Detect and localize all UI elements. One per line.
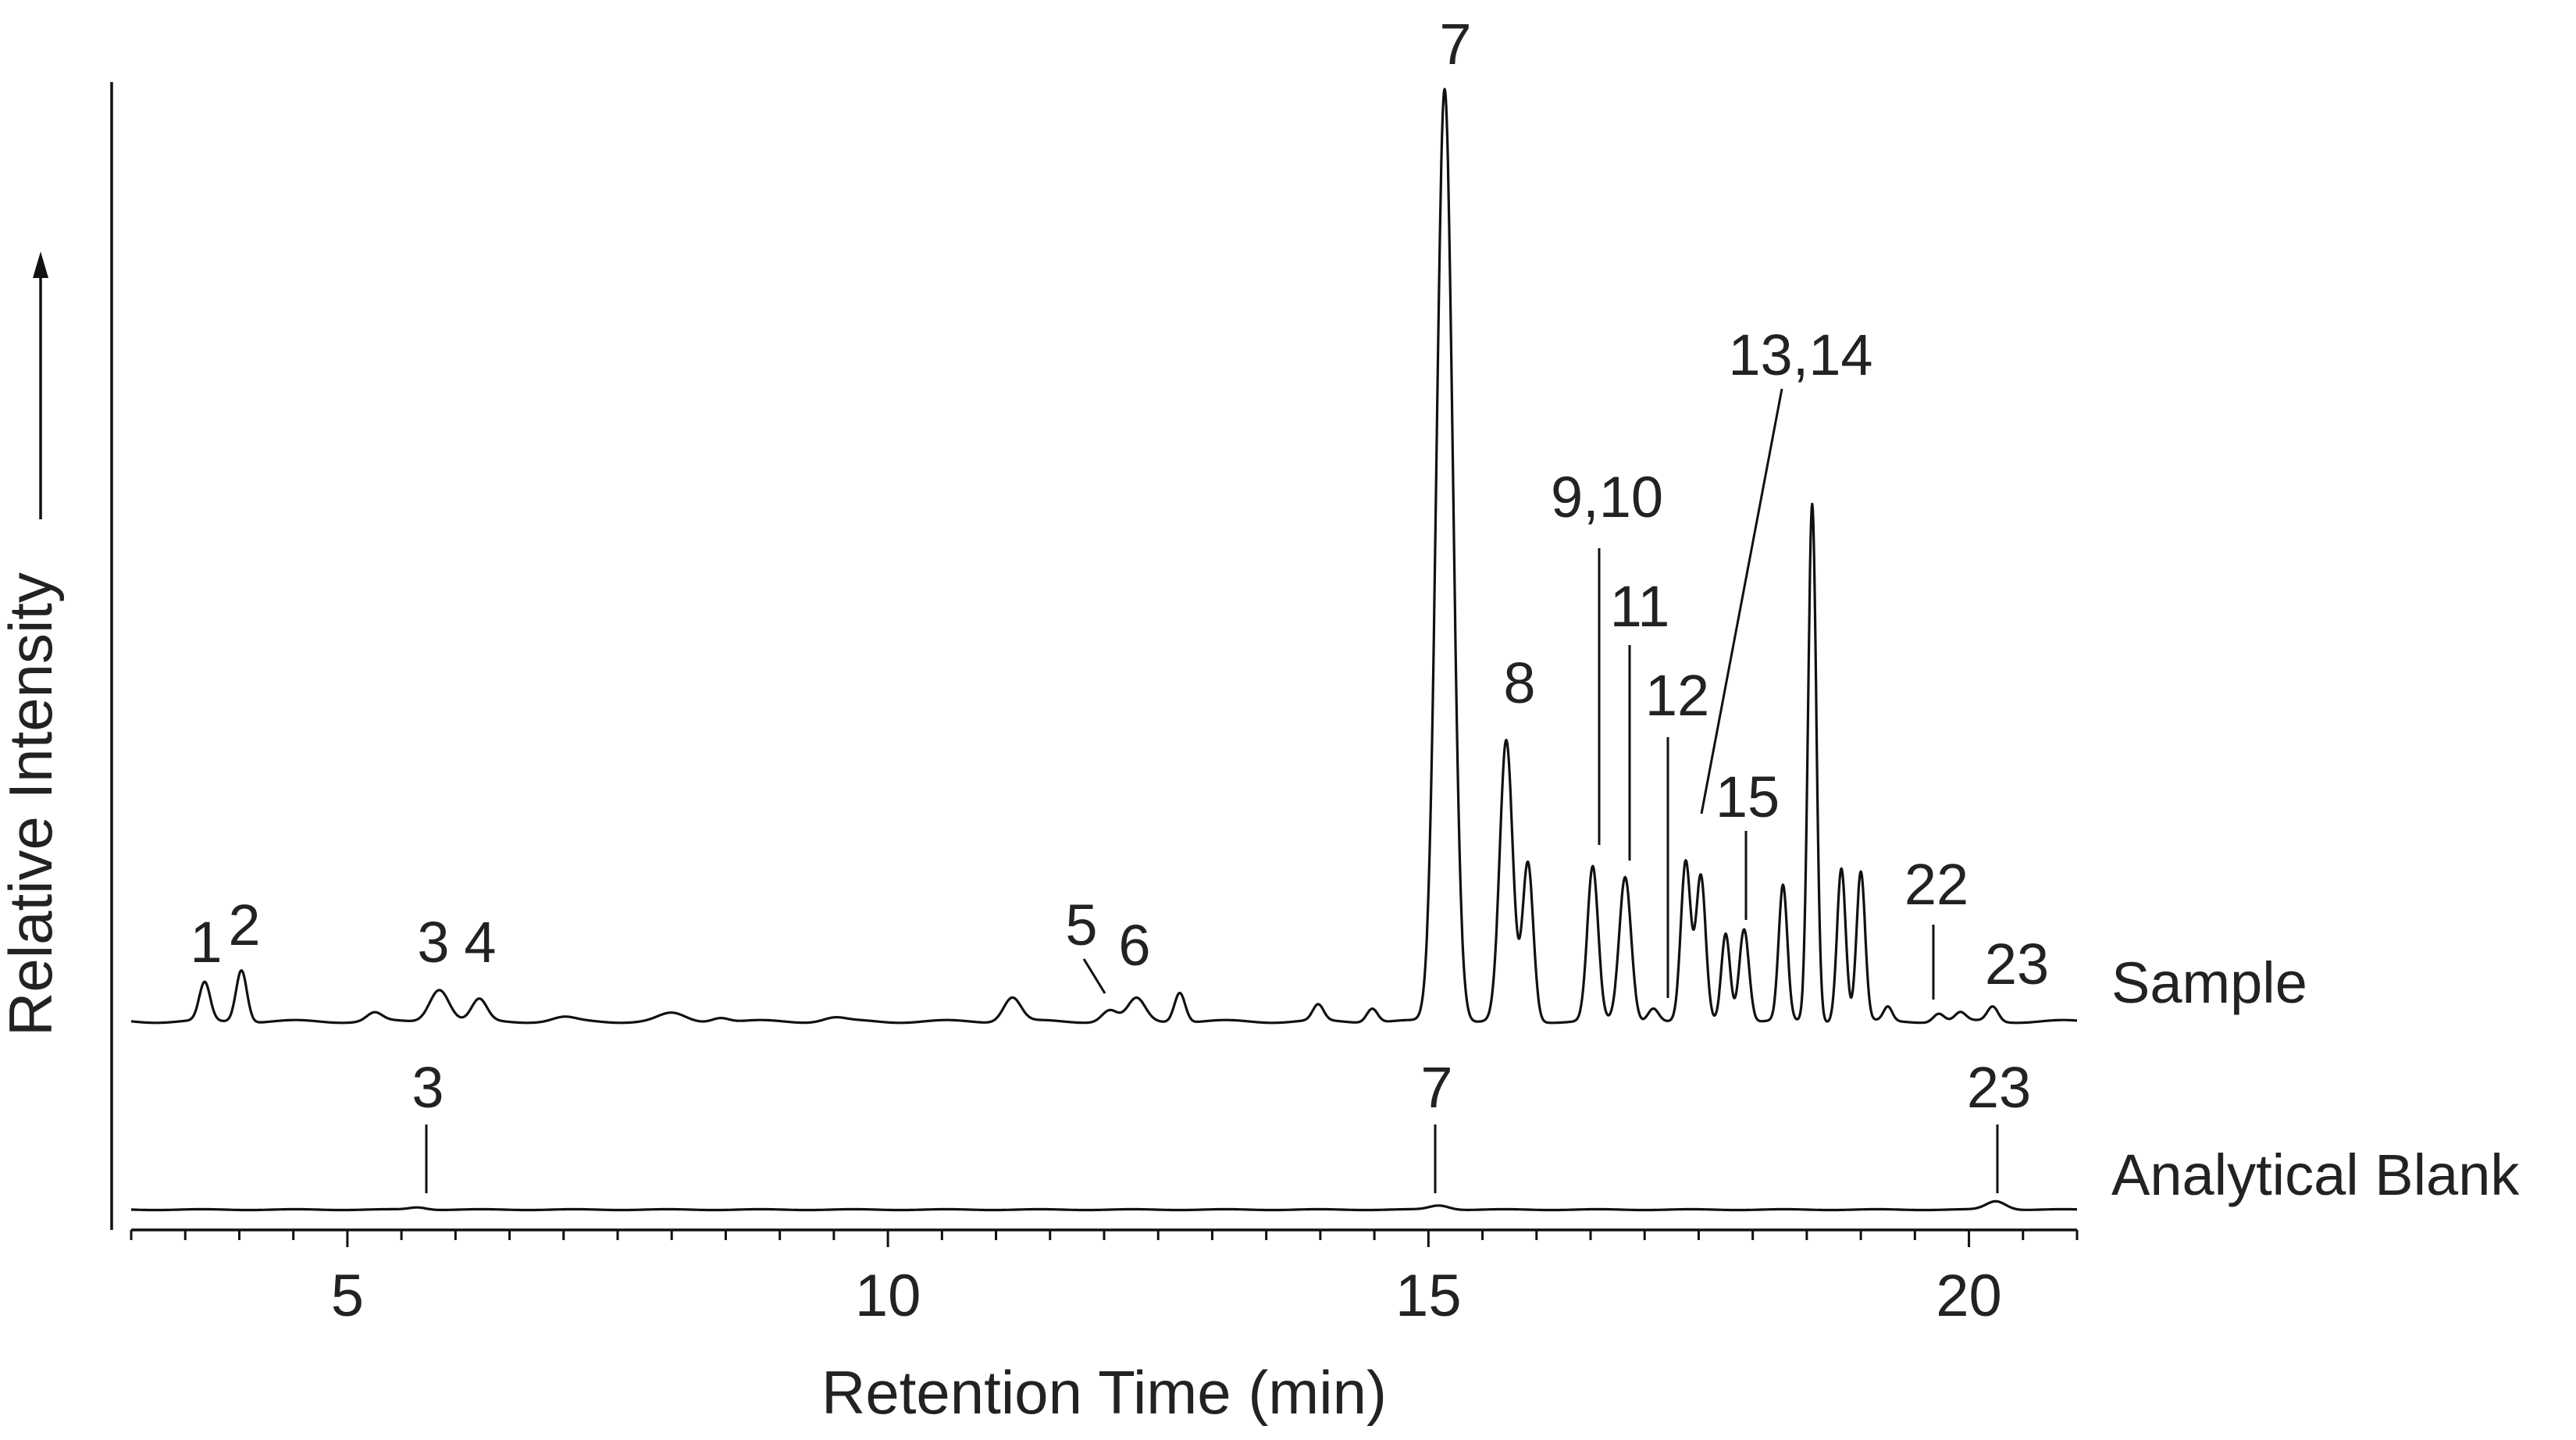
- sample-trace: [130, 87, 2078, 1025]
- peak-label-1: 1: [190, 910, 222, 975]
- peak-label-2: 2: [228, 893, 260, 957]
- peak-label-7: 7: [1439, 12, 1471, 77]
- peak-label-6: 6: [1118, 913, 1150, 978]
- series-label-sample: Sample: [2111, 950, 2307, 1015]
- peak-label-8: 8: [1503, 650, 1535, 715]
- blank-peak-label-23: 23: [1967, 1055, 2031, 1120]
- x-tick-label: 15: [1395, 1263, 1462, 1329]
- blank-trace: [130, 1199, 2078, 1212]
- x-axis-label: Retention Time (min): [821, 1358, 1387, 1427]
- peak-label-15: 15: [1716, 765, 1780, 829]
- peak-label-23: 23: [1985, 932, 2049, 996]
- x-tick-label: 20: [1936, 1263, 2002, 1329]
- y-axis-label: Relative Intensity: [0, 572, 65, 1036]
- peak-label-3: 3: [417, 910, 449, 975]
- peak-label-12: 12: [1645, 663, 1709, 728]
- peak-label-9-10: 9,10: [1551, 465, 1663, 529]
- x-tick-label: 10: [855, 1263, 921, 1329]
- series-label-blank: Analytical Blank: [2111, 1142, 2520, 1207]
- blank-peak-label-7: 7: [1420, 1055, 1452, 1120]
- peak-label-11: 11: [1610, 574, 1670, 639]
- x-axis-tick-labels: 5 10 15 20: [331, 1263, 2002, 1329]
- leader-13-14: [1700, 388, 1783, 814]
- x-tick-label: 5: [331, 1263, 364, 1329]
- x-axis-ticks: [130, 1230, 2079, 1247]
- leader-5: [1082, 958, 1106, 994]
- peak-label-22: 22: [1904, 852, 1969, 917]
- y-axis-arrow-head: [33, 251, 48, 278]
- peak-label-4: 4: [464, 910, 496, 975]
- peak-label-13-14: 13,14: [1728, 323, 1872, 387]
- peak-label-5: 5: [1065, 893, 1097, 957]
- blank-peak-label-3: 3: [412, 1055, 444, 1120]
